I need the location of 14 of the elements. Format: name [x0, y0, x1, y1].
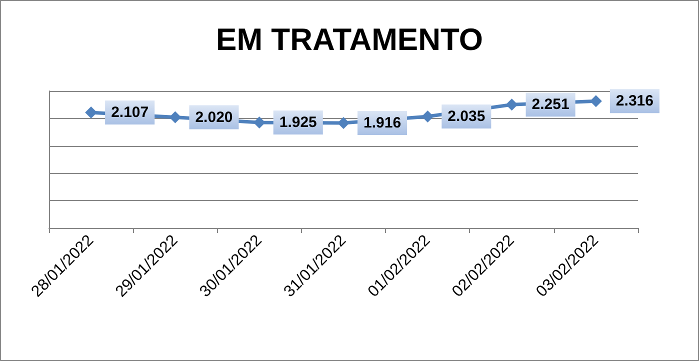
point: [253, 116, 266, 129]
data-label: 2.316: [616, 92, 654, 110]
point: [338, 117, 350, 130]
point: [169, 111, 182, 124]
point: [422, 110, 434, 122]
data-label: 1.916: [364, 114, 402, 132]
data-label: 2.020: [195, 108, 233, 126]
data-label: 2.107: [111, 104, 149, 122]
data-label: 1.925: [279, 114, 317, 132]
point: [590, 95, 602, 108]
data-label: 2.035: [448, 108, 486, 125]
data-label: 2.251: [532, 96, 570, 114]
point: [506, 98, 518, 111]
chart-title: EM TRATAMENTO: [216, 22, 483, 57]
